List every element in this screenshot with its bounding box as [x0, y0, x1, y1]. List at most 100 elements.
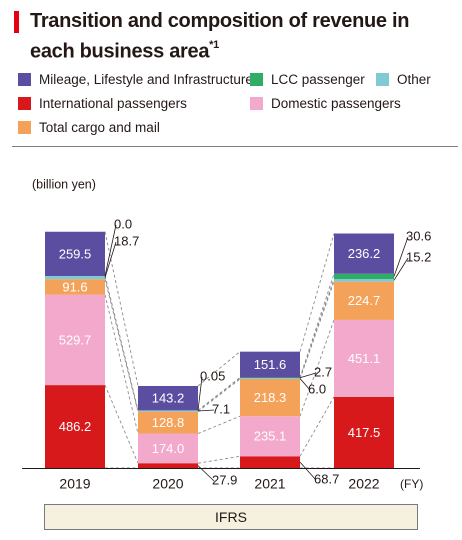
ifrs-label: IFRS: [215, 509, 247, 525]
legend-swatch-intl: [18, 97, 31, 110]
bar-segment-intl-2022: [334, 396, 394, 468]
connector-lines: [104, 231, 335, 469]
data-label-mileage-2020: 143.2: [152, 391, 185, 406]
connector-line: [299, 233, 335, 352]
legend-label-dom: Domestic passengers: [271, 96, 401, 111]
ifrs-band: IFRS: [44, 504, 418, 530]
data-label-other-2019: 18.7: [114, 233, 139, 248]
data-label-intl-2020: 27.9: [212, 472, 237, 487]
legend-label-lcc: LCC passenger: [271, 72, 365, 87]
bar-segment-cargo-2019: [45, 279, 105, 295]
leader-line-lcc-2022: [393, 236, 409, 277]
bar-segment-mileage-2022: [334, 233, 394, 274]
bar-segment-cargo-2020: [138, 411, 198, 434]
bar-segment-cargo-2021: [240, 378, 300, 417]
bar-segment-other-2022: [334, 279, 394, 282]
legend-label-mileage: Mileage, Lifestyle and Infrastructure: [39, 72, 253, 87]
x-tick-label-2019: 2019: [59, 476, 90, 492]
data-label-other-2021: 6.0: [308, 381, 326, 396]
connector-line: [197, 415, 241, 434]
data-label-cargo-2020: 128.8: [152, 415, 185, 430]
connector-line: [299, 319, 335, 417]
legend-item-mileage: Mileage, Lifestyle and Infrastructure: [18, 72, 253, 87]
x-tick-label-2022: 2022: [348, 476, 379, 492]
leader-line-lcc-2021: [299, 372, 317, 379]
leader-line-intl-2021: [299, 461, 317, 481]
bar-segment-lcc-2022: [334, 273, 394, 280]
bar-segment-dom-2020: [138, 433, 198, 464]
data-label-dom-2019: 529.7: [59, 332, 92, 347]
legend-item-dom: Domestic passengers: [250, 96, 401, 111]
bar-segment-dom-2021: [240, 416, 300, 457]
data-label-dom-2022: 451.1: [348, 351, 381, 366]
bar-segment-cargo-2022: [334, 281, 394, 320]
title-block: Transition and composition of revenue in…: [14, 8, 454, 65]
data-label-lcc-2022: 30.6: [406, 228, 431, 243]
chart-title-text: Transition and composition of revenue in…: [30, 10, 410, 63]
legend: Mileage, Lifestyle and Infrastructure LC…: [18, 70, 458, 140]
legend-label-other: Other: [397, 72, 431, 87]
connector-line: [104, 279, 139, 412]
legend-label-intl: International passengers: [39, 96, 187, 111]
bar-segment-intl-2019: [45, 385, 105, 468]
bar-segment-mileage-2020: [138, 385, 198, 411]
data-label-intl-2022: 417.5: [348, 425, 381, 440]
legend-swatch-lcc: [250, 73, 263, 86]
bar-segment-intl-2021: [240, 456, 300, 468]
bar-segment-mileage-2021: [240, 351, 300, 378]
legend-swatch-dom: [250, 97, 263, 110]
leader-line-lcc-2020: [197, 376, 203, 411]
legend-item-other: Other: [376, 72, 431, 87]
data-label-cargo-2022: 224.7: [348, 293, 381, 308]
bar-segment-intl-2020: [138, 463, 198, 468]
x-tick-label-2021: 2021: [254, 476, 285, 492]
leader-line-other-2021: [299, 378, 311, 391]
connector-line: [299, 396, 335, 457]
bar-segment-other-2021: [240, 377, 300, 379]
x-unit-label: (FY): [400, 477, 423, 491]
leader-line-lcc-2019: [104, 224, 117, 277]
connector-line: [197, 455, 241, 464]
data-label-cargo-2021: 218.3: [254, 390, 287, 405]
title-footnote-mark: *1: [209, 39, 219, 51]
data-label-cargo-2019: 91.6: [62, 279, 87, 294]
connector-line: [104, 384, 139, 464]
connector-line: [197, 351, 241, 387]
x-tick-label-2020: 2020: [152, 476, 183, 492]
connector-line: [104, 231, 139, 387]
connector-line: [104, 275, 139, 411]
header-divider: [12, 146, 458, 147]
data-label-dom-2021: 235.1: [254, 429, 287, 444]
bar-segment-dom-2019: [45, 294, 105, 386]
title-accent-bar: [14, 11, 19, 33]
data-label-dom-2020: 174.0: [152, 441, 185, 456]
data-label-intl-2021: 68.7: [314, 471, 339, 486]
leader-line-other-2019: [104, 241, 117, 278]
connector-line: [299, 281, 335, 380]
bar-segment-mileage-2019: [45, 231, 105, 276]
data-label-mileage-2021: 151.6: [254, 357, 287, 372]
legend-swatch-cargo: [18, 121, 31, 134]
connector-line: [104, 294, 139, 434]
data-label-intl-2019: 486.2: [59, 419, 92, 434]
connector-line: [299, 273, 335, 378]
chart-title: Transition and composition of revenue in…: [30, 8, 454, 65]
bar-segment-dom-2022: [334, 319, 394, 397]
legend-item-cargo: Total cargo and mail: [18, 120, 160, 135]
legend-swatch-other: [376, 73, 389, 86]
connector-line: [197, 378, 241, 412]
data-label-lcc-2020: 0.05: [200, 368, 225, 383]
legend-swatch-mileage: [18, 73, 31, 86]
leader-line-other-2022: [393, 257, 409, 281]
stacked-bar-chart: 486.2 529.7 91.6 259.5 174.0 128.8 143.2 235.1 2…: [22, 177, 431, 492]
data-label-mileage-2022: 236.2: [348, 246, 381, 261]
connector-line: [197, 377, 241, 411]
legend-item-lcc: LCC passenger: [250, 72, 365, 87]
data-label-other-2020: 7.1: [212, 401, 230, 416]
bar-segment-other-2020: [138, 410, 198, 412]
data-label-lcc-2021: 2.7: [314, 364, 332, 379]
data-label-mileage-2019: 259.5: [59, 246, 92, 261]
data-label-other-2022: 15.2: [406, 249, 431, 264]
legend-item-intl: International passengers: [18, 96, 187, 111]
bar-segment-other-2019: [45, 275, 105, 280]
